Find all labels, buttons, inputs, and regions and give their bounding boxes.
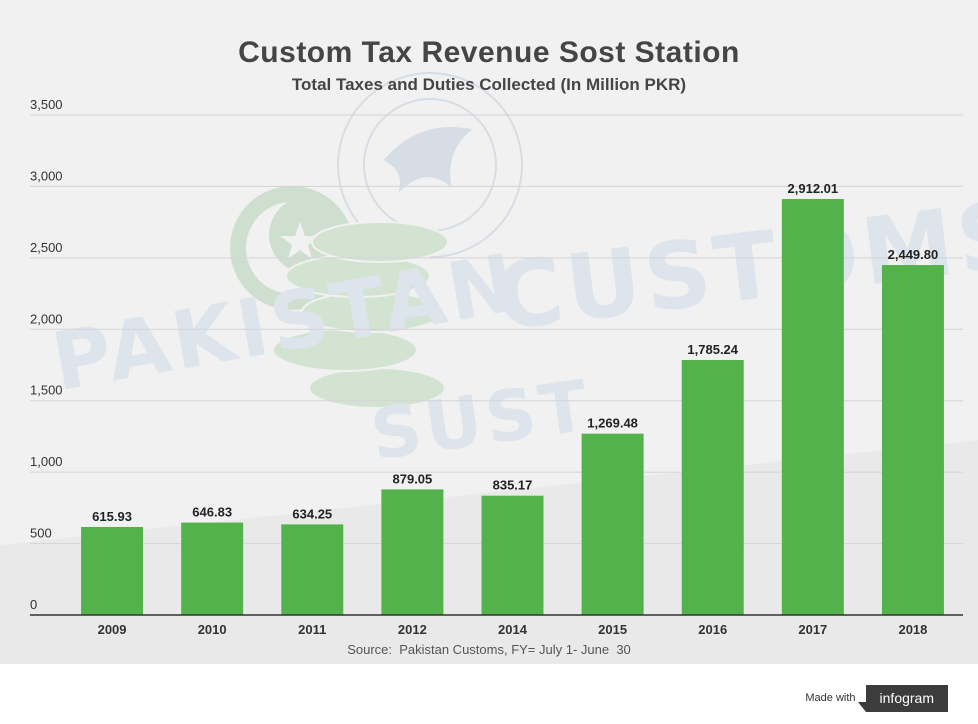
chart-title: Custom Tax Revenue Sost Station: [238, 36, 740, 69]
chart-subtitle: Total Taxes and Duties Collected (In Mil…: [291, 75, 687, 94]
y-tick-label: 3,500: [30, 97, 63, 112]
data-label: 1,269.48: [587, 416, 638, 431]
bar: [581, 433, 644, 615]
bar: [681, 359, 744, 615]
bar: [281, 524, 344, 615]
customs-eagle-seal-icon: [337, 72, 523, 258]
bar: [781, 198, 844, 615]
x-tick-label: 2014: [498, 622, 528, 637]
data-label: 1,785.24: [687, 342, 738, 357]
y-tick-label: 0: [30, 597, 37, 612]
data-label: 615.93: [92, 509, 132, 524]
chart-area: PAKISTAN CUSTOMS SUST Custom Tax Revenue…: [0, 0, 978, 664]
x-tick-label: 2012: [398, 622, 427, 637]
made-with-label: Made with: [805, 692, 856, 704]
x-tick-label: 2018: [898, 622, 927, 637]
data-label: 634.25: [292, 506, 332, 521]
bar: [881, 265, 944, 615]
y-tick-label: 3,000: [30, 168, 63, 183]
bar: [181, 522, 244, 615]
footer: Made with infogram: [805, 683, 948, 713]
data-label: 835.17: [493, 478, 533, 493]
y-tick-label: 2,500: [30, 240, 63, 255]
x-tick-label: 2016: [698, 622, 727, 637]
data-label: 2,449.80: [888, 247, 939, 262]
y-tick-label: 1,500: [30, 383, 63, 398]
y-tick-label: 1,000: [30, 454, 63, 469]
coin-stack-icon: [272, 221, 449, 409]
bar: [381, 489, 444, 615]
data-label: 646.83: [192, 505, 232, 520]
y-tick-label: 2,000: [30, 311, 63, 326]
y-tick-label: 500: [30, 526, 52, 541]
data-label: 2,912.01: [788, 181, 839, 196]
x-tick-label: 2011: [298, 622, 326, 637]
x-tick-label: 2015: [598, 622, 627, 637]
bar-chart-plot: 0 500 1,000 1,500 2,000 2,500 3,000 3,500 615.93…: [30, 97, 963, 637]
bar: [481, 495, 544, 615]
bar: [81, 527, 144, 615]
infogram-logo[interactable]: infogram: [857, 684, 948, 712]
x-tick-label: 2017: [798, 622, 827, 637]
source-note: Source: Pakistan Customs, FY= July 1- Ju…: [347, 642, 631, 657]
data-label: 879.05: [393, 471, 433, 486]
x-tick-label: 2009: [98, 622, 127, 637]
x-tick-label: 2010: [198, 622, 227, 637]
